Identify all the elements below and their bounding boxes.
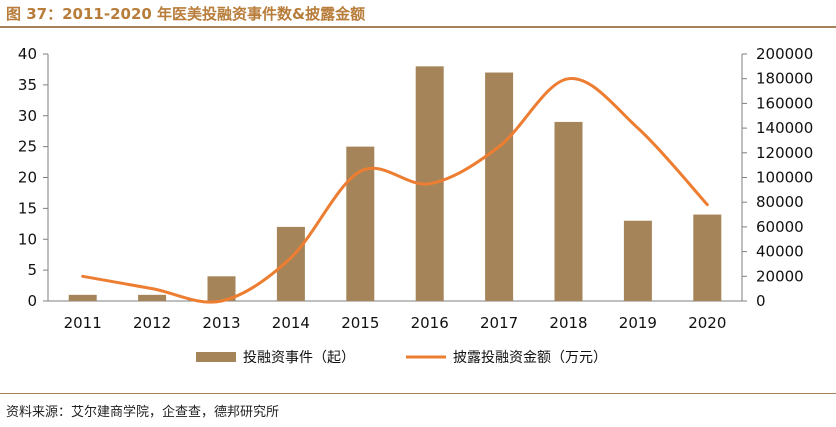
legend: 投融资事件（起） 披露投融资金额（万元） <box>196 350 607 366</box>
x-tick-label: 2016 <box>411 314 449 332</box>
source-note: 资料来源：艾尔建商学院，企查查，德邦研究所 <box>6 405 280 420</box>
title-rule <box>0 26 836 28</box>
bar <box>276 226 305 301</box>
left-tick-label: 0 <box>27 292 37 310</box>
x-tick-label: 2020 <box>688 314 726 332</box>
left-tick-label: 35 <box>18 76 37 94</box>
legend-label-line: 披露投融资金额（万元） <box>453 350 607 366</box>
right-tick-label: 100000 <box>756 169 813 187</box>
left-tick-label: 5 <box>27 261 37 279</box>
bar-series <box>68 66 722 302</box>
right-tick-label: 120000 <box>756 144 813 162</box>
right-tick-label: 20000 <box>756 267 804 285</box>
figure-title: 图 37：2011-2020 年医美投融资事件数&披露金额 <box>6 5 366 23</box>
right-tick-label: 60000 <box>756 218 804 236</box>
left-tick-label: 10 <box>18 230 37 248</box>
right-tick-label: 160000 <box>756 94 813 112</box>
right-tick-label: 140000 <box>756 119 813 137</box>
x-tick-label: 2014 <box>272 314 310 332</box>
x-tick-label: 2013 <box>202 314 240 332</box>
left-tick-label: 30 <box>18 107 37 125</box>
left-tick-label: 40 <box>18 45 37 63</box>
x-tick-label: 2018 <box>549 314 587 332</box>
x-tick-label: 2017 <box>480 314 518 332</box>
x-tick-label: 2015 <box>341 314 379 332</box>
left-y-axis: 0 5 10 15 20 25 30 35 40 <box>18 45 49 310</box>
right-tick-label: 200000 <box>756 45 813 63</box>
bar <box>68 294 97 301</box>
bar <box>485 72 514 302</box>
legend-swatch-bar <box>196 352 236 362</box>
left-tick-label: 25 <box>18 138 37 156</box>
left-tick-label: 15 <box>18 199 37 217</box>
bar <box>554 121 583 301</box>
legend-label-bar: 投融资事件（起） <box>243 350 355 366</box>
left-tick-label: 20 <box>18 169 37 187</box>
right-tick-label: 180000 <box>756 70 813 88</box>
x-tick-label: 2011 <box>64 314 102 332</box>
x-tick-label: 2019 <box>619 314 657 332</box>
right-y-axis: 0 20000 40000 60000 80000 100000 120000 140000 1… <box>741 45 813 310</box>
source-rule <box>0 393 836 394</box>
x-axis: 2011 2012 2013 2014 2015 2016 2017 2018 2019 2020 <box>48 300 742 332</box>
right-tick-label: 40000 <box>756 243 804 261</box>
right-tick-label: 0 <box>756 292 766 310</box>
bar <box>138 294 167 301</box>
right-tick-label: 80000 <box>756 193 804 211</box>
x-tick-label: 2012 <box>133 314 171 332</box>
bar <box>693 214 722 301</box>
line-series <box>81 77 709 304</box>
bar <box>623 220 652 301</box>
